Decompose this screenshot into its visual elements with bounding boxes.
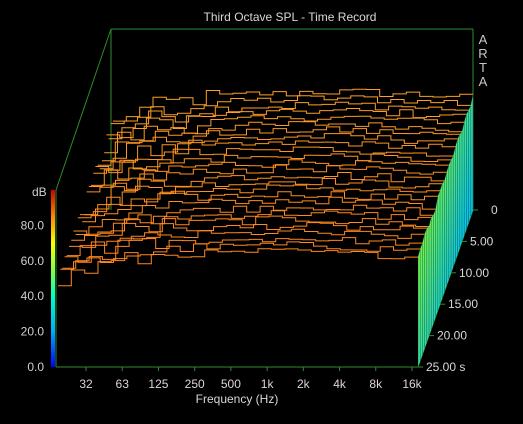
y-axis-ticks: 0.0 20.0 40.0 60.0 80.0 bbox=[21, 218, 45, 374]
z-tick-label: 0 bbox=[491, 203, 498, 217]
waterfall-slice bbox=[102, 121, 462, 162]
z-tick-label: 10.00 bbox=[459, 266, 489, 280]
x-tick-label: 32 bbox=[79, 377, 93, 391]
x-axis-label: Frequency (Hz) bbox=[196, 392, 279, 406]
x-tick-label: 250 bbox=[185, 377, 205, 391]
waterfall-slice bbox=[97, 133, 458, 166]
time-axis-ticks: 0 5.00 10.00 15.00 20.00 25.00 s bbox=[418, 203, 498, 374]
waterfall-slice bbox=[104, 115, 465, 154]
waterfall-slice bbox=[82, 178, 443, 223]
waterfall-slice bbox=[60, 241, 421, 270]
plot-frame bbox=[55, 28, 474, 368]
x-tick-label: 500 bbox=[221, 377, 241, 391]
waterfall-slice bbox=[73, 204, 434, 235]
waterfall-side-lines bbox=[417, 94, 474, 367]
x-axis-ticks: 32 63 125 250 500 1k 2k 4k 8k 16k bbox=[79, 367, 423, 391]
y-tick-label: 40.0 bbox=[21, 289, 45, 303]
waterfall-slice bbox=[110, 95, 471, 125]
brand-letter: R bbox=[478, 46, 487, 61]
z-tick-label: 15.00 bbox=[448, 297, 478, 311]
y-tick-label: 80.0 bbox=[21, 218, 45, 232]
waterfall-slice bbox=[58, 248, 418, 287]
z-tick-label: 25.00 s bbox=[426, 360, 465, 374]
waterfall-slice bbox=[106, 108, 467, 139]
waterfall-slice bbox=[84, 172, 445, 216]
waterfall-slice bbox=[88, 159, 449, 187]
z-tick-label: 20.00 bbox=[437, 329, 467, 343]
waterfall-slice bbox=[99, 126, 460, 170]
waterfall-slice bbox=[69, 215, 429, 248]
waterfall-slice bbox=[86, 164, 447, 193]
y-tick-label: 0.0 bbox=[27, 360, 44, 374]
waterfall-slice bbox=[71, 210, 432, 241]
brand-letter: A bbox=[479, 32, 488, 47]
x-tick-label: 16k bbox=[402, 377, 422, 391]
x-tick-label: 8k bbox=[369, 377, 383, 391]
y-tick-label: 20.0 bbox=[21, 325, 45, 339]
waterfall-slice bbox=[75, 196, 436, 235]
waterfall-slice bbox=[77, 190, 438, 219]
x-tick-label: 125 bbox=[148, 377, 168, 391]
z-tick-label: 5.00 bbox=[470, 234, 494, 248]
waterfall-slice bbox=[62, 237, 423, 269]
waterfall-slice bbox=[113, 88, 473, 122]
brand-letter: T bbox=[479, 60, 487, 75]
y-axis-label: dB bbox=[32, 185, 47, 199]
x-tick-label: 4k bbox=[333, 377, 347, 391]
brand-letter: A bbox=[479, 74, 488, 89]
x-tick-label: 1k bbox=[261, 377, 275, 391]
waterfall-slice bbox=[66, 222, 427, 257]
x-tick-label: 2k bbox=[297, 377, 311, 391]
y-tick-label: 60.0 bbox=[21, 254, 45, 268]
chart-title: Third Octave SPL - Time Record bbox=[204, 10, 377, 24]
waterfall-side-face bbox=[418, 94, 473, 367]
waterfall-slice bbox=[64, 228, 425, 263]
waterfall-slices bbox=[58, 88, 473, 287]
waterfall-slice bbox=[93, 146, 454, 174]
x-tick-label: 63 bbox=[116, 377, 130, 391]
colorbar bbox=[51, 190, 55, 367]
waterfall-slice bbox=[108, 101, 469, 140]
